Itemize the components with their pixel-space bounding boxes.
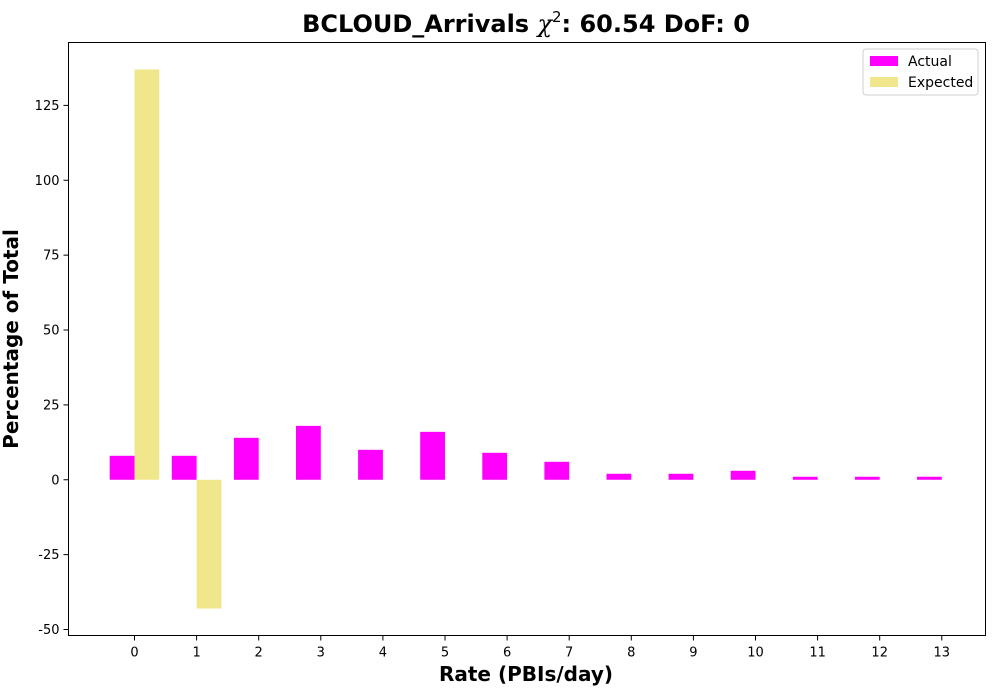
y-tick-label: 75 [43,249,60,264]
y-tick-label: -25 [38,548,59,563]
bar-actual-6 [482,452,508,480]
y-axis-label: Percentage of Total [0,229,23,449]
plot-frame [68,42,986,636]
bar-actual-11 [792,476,818,480]
chart-title: BCLOUD_Arrivals χ2: 60.54 DoF: 0 [302,8,750,38]
x-tick-label: 8 [627,646,635,661]
x-tick-label: 6 [503,646,511,661]
x-tick-label: 7 [565,646,573,661]
title-suffix: : 60.54 DoF: 0 [562,10,750,38]
bar-actual-2 [233,437,259,480]
legend: Actual Expected [862,48,979,96]
legend-label-actual: Actual [908,54,952,70]
legend-label-expected: Expected [908,75,973,91]
x-tick-label: 11 [809,646,826,661]
x-tick-label: 0 [130,646,138,661]
y-tick-label: -50 [38,623,59,638]
x-tick-label: 12 [871,646,888,661]
x-ticks: 0 1 2 3 4 5 6 7 8 9 10 11 12 13 [130,635,951,661]
title-sup: 2 [552,8,562,26]
bar-actual-4 [358,449,383,480]
y-tick-label: 50 [43,324,60,339]
bar-expected-1 [196,479,222,609]
x-tick-label: 2 [255,646,263,661]
bar-actual-10 [730,470,756,480]
title-prefix: BCLOUD_Arrivals [302,10,537,38]
y-tick-label: 100 [35,174,60,189]
bar-actual-0 [109,455,135,480]
bar-actual-13 [917,476,942,480]
bar-actual-1 [171,455,197,480]
bar-actual-3 [296,425,321,480]
bar-actual-8 [606,473,632,480]
y-tick-label: 25 [43,398,60,413]
x-tick-label: 3 [317,646,325,661]
bars-group [109,69,942,609]
bar-actual-5 [420,431,445,480]
x-tick-label: 1 [192,646,200,661]
title-chi: χ [535,10,553,38]
y-tick-label: 0 [51,473,59,488]
x-tick-label: 4 [379,646,387,661]
bar-actual-9 [668,473,694,480]
y-ticks: -50 -25 0 25 50 75 100 125 [35,99,69,638]
y-tick-label: 125 [35,99,60,114]
x-tick-label: 13 [934,646,951,661]
x-tick-label: 5 [441,646,449,661]
legend-swatch-expected [870,77,898,87]
legend-swatch-actual [870,56,898,66]
x-tick-label: 10 [747,646,764,661]
x-axis-label: Rate (PBIs/day) [439,662,613,686]
bar-actual-7 [544,461,570,480]
bar-actual-12 [854,476,880,480]
x-tick-label: 9 [689,646,697,661]
bar-expected-0 [134,69,160,480]
